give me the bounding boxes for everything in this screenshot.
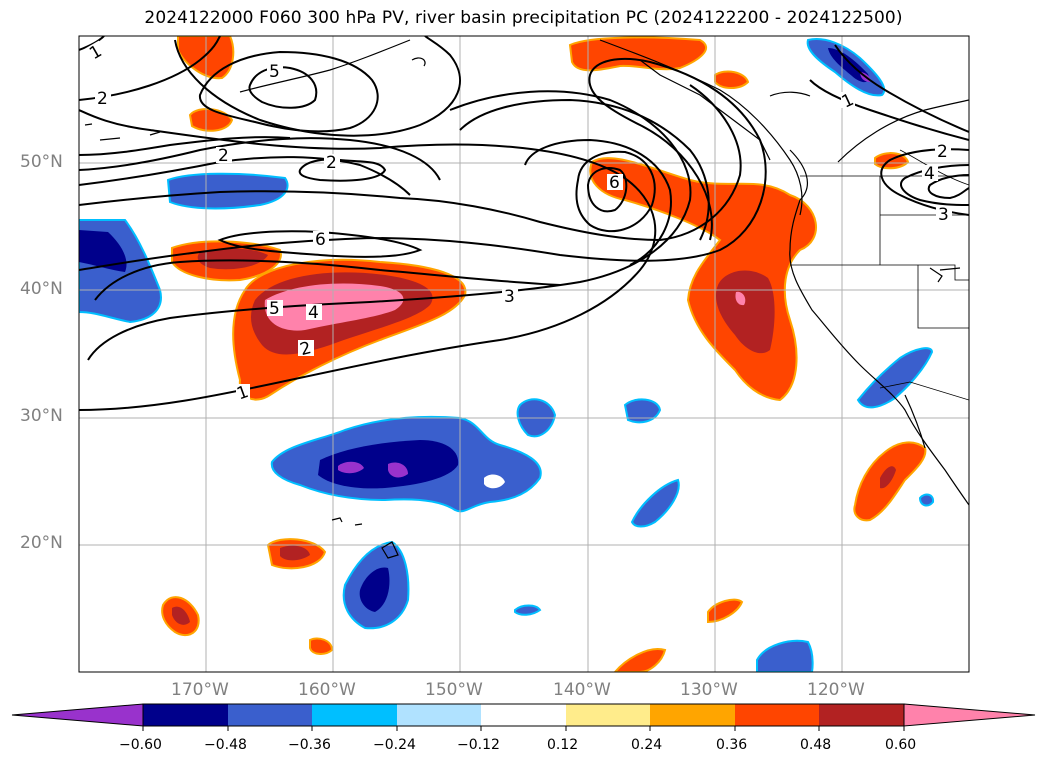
lon-tick-label: 170°W [171, 680, 229, 700]
map-title: 2024122000 F060 300 hPa PV, river basin … [144, 8, 903, 28]
colorbar-tick-label: 0.12 [547, 737, 579, 753]
lat-tick-label: 40°N [20, 279, 63, 299]
precip-positive-area [188, 108, 234, 132]
colorbar-extend-min [11, 703, 144, 727]
colorbar-extend-max [903, 703, 1036, 727]
contour-label: 6 [609, 173, 620, 193]
colorbar-tick-label: −0.48 [204, 737, 247, 753]
colorbar-tick-label: −0.12 [457, 737, 500, 753]
political-borders [790, 149, 969, 401]
precip-positive-area [707, 598, 744, 624]
precip-positive-area [264, 283, 404, 331]
colorbar-tick-label: 0.60 [885, 737, 917, 753]
colorbar-tick-label: −0.60 [119, 737, 162, 753]
precip-negative-area [623, 398, 662, 424]
precip-negative-area [359, 567, 390, 612]
precip-positive-area [714, 70, 750, 89]
colorbar-tick-label: 0.36 [716, 737, 748, 753]
precip-positive-area [715, 270, 775, 354]
precip-positive-area [589, 157, 817, 402]
precip-positive-area [197, 248, 268, 270]
precip-negative-area [756, 640, 814, 672]
lon-tick-label: 160°W [298, 680, 356, 700]
precip-negative-area [856, 347, 934, 409]
contour-label: 2 [218, 146, 229, 166]
precip-positive-area [309, 637, 334, 655]
contour-label: 2 [326, 153, 337, 173]
precip-negative-area [918, 493, 935, 507]
contour-label: 5 [269, 299, 280, 319]
colorbar-tick-label: 0.48 [800, 737, 832, 753]
precip-negative-area [484, 474, 505, 489]
precip-positive-area [735, 291, 746, 306]
lat-tick-label: 30°N [20, 406, 63, 426]
precip-negative-area [79, 230, 127, 272]
precip-positive-area [880, 466, 896, 489]
contour-label: 2 [937, 142, 948, 162]
colorbar-tick-label: 0.24 [631, 737, 663, 753]
lon-tick-label: 150°W [425, 680, 483, 700]
colorbar-tick-label: −0.24 [373, 737, 416, 753]
precip-negative-area [388, 462, 408, 478]
contour-label: 3 [504, 287, 515, 307]
pv-contours [79, 36, 969, 411]
precip-negative-area [630, 478, 680, 528]
contour-label: 2 [97, 89, 108, 109]
contour-label: 2 [298, 338, 314, 360]
lon-tick-label: 140°W [553, 680, 611, 700]
precip-negative-area [514, 604, 542, 616]
precip-positive-area [280, 545, 310, 561]
contour-label-layer: 1 2 5 2 2 6 6 5 4 2 1 3 1 2 4 3 [83, 40, 952, 404]
colorbar-tick-label: −0.36 [288, 737, 331, 753]
colorbar [11, 703, 1036, 731]
precip-fill-layer [79, 36, 935, 672]
contour-label: 6 [315, 230, 326, 250]
coastlines [84, 39, 969, 559]
contour-label: 3 [938, 205, 949, 225]
lon-tick-label: 130°W [680, 680, 738, 700]
plot-frame [78, 35, 970, 673]
contour-label: 4 [308, 303, 319, 323]
contour-label: 5 [269, 62, 280, 82]
lat-tick-label: 20°N [20, 533, 63, 553]
precip-positive-area [172, 606, 190, 625]
precip-negative-area [338, 461, 364, 474]
precip-negative-area [828, 48, 869, 83]
lat-tick-label: 50°N [20, 152, 63, 172]
precip-positive-area [613, 648, 667, 672]
contour-label: 4 [924, 164, 935, 184]
lon-tick-label: 120°W [807, 680, 865, 700]
